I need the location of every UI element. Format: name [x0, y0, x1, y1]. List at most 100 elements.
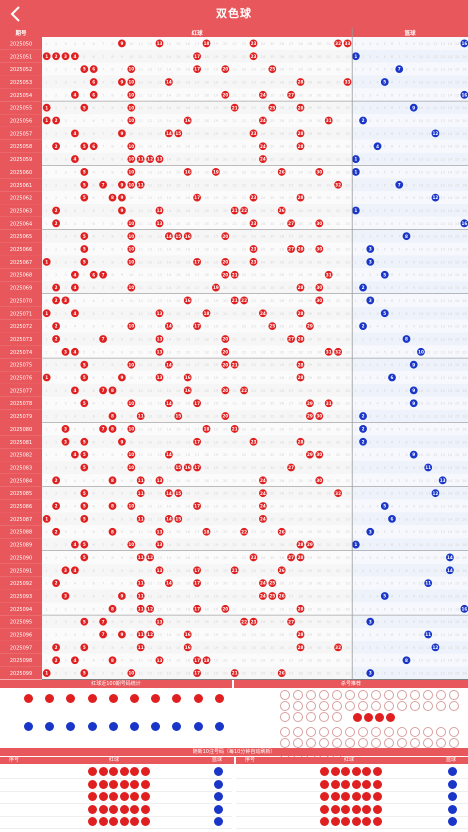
- red-miss-number: 11: [138, 106, 143, 110]
- red-miss-number: 24: [261, 620, 266, 624]
- red-miss-number: 28: [298, 170, 303, 174]
- red-miss-number: 24: [261, 222, 266, 226]
- red-ball-number: 6: [92, 144, 95, 149]
- issue-cell: [0, 229, 42, 243]
- red-miss-number: 3: [64, 106, 66, 110]
- blue-miss-number: 3: [369, 415, 371, 419]
- red-ball-number: 9: [120, 80, 123, 85]
- blue-miss-number: 7: [398, 260, 400, 264]
- red-miss-number: 31: [326, 620, 331, 624]
- red-miss-number: 28: [298, 119, 303, 123]
- red-ball-number: 23: [251, 247, 257, 252]
- blue-miss-number: 14: [448, 672, 453, 676]
- red-ball-number: 14: [166, 516, 172, 521]
- red-miss-number: 25: [270, 312, 275, 316]
- red-miss-number: 1: [46, 209, 48, 213]
- blue-ball-number: 8: [405, 337, 408, 342]
- blue-miss-number: 4: [376, 93, 379, 97]
- issue-label: 2025069: [10, 286, 32, 292]
- blue-miss-number: 14: [448, 453, 453, 457]
- red-miss-number: 19: [214, 427, 219, 431]
- red-miss-number: 7: [102, 222, 104, 226]
- blue-miss-number: 1: [355, 427, 357, 431]
- red-miss-number: 28: [298, 453, 303, 457]
- red-ball-number: 3: [64, 439, 67, 444]
- red-miss-number: 14: [167, 222, 172, 226]
- red-miss-number: 1: [46, 453, 48, 457]
- red-miss-number: 30: [317, 389, 322, 393]
- red-miss-number: 21: [232, 145, 237, 149]
- red-miss-number: 22: [242, 68, 247, 72]
- blue-miss-number: 10: [419, 119, 424, 123]
- red-miss-number: 27: [289, 209, 294, 213]
- red-miss-number: 17: [195, 620, 200, 624]
- blue-miss-number: 8: [405, 183, 408, 187]
- red-miss-number: 3: [64, 248, 66, 252]
- red-ball: [71, 270, 79, 279]
- red-miss-number: 13: [157, 68, 162, 72]
- red-miss-number: 33: [345, 556, 350, 560]
- red-ball-number: 32: [335, 645, 341, 650]
- blue-miss-number: 3: [369, 209, 371, 213]
- red-miss-number: 22: [242, 363, 247, 367]
- red-miss-number: 16: [185, 543, 190, 547]
- red-miss-number: 22: [242, 55, 247, 59]
- red-miss-number: 25: [270, 607, 275, 611]
- red-miss-number: 14: [167, 415, 172, 419]
- blue-miss-number: 1: [355, 42, 357, 46]
- blue-miss-number: 5: [384, 607, 386, 611]
- recent-red-ball: [98, 817, 108, 826]
- red-miss-number: 18: [204, 582, 209, 586]
- prediction-ball: [449, 727, 459, 737]
- blue-miss-number: 2: [362, 209, 364, 213]
- red-miss-number: 3: [64, 209, 66, 213]
- blue-miss-number: 15: [455, 402, 460, 406]
- blue-miss-number: 10: [419, 607, 424, 611]
- red-miss-number: 18: [204, 466, 209, 470]
- red-ball-number: 32: [335, 182, 341, 187]
- red-miss-number: 7: [102, 196, 104, 200]
- red-miss-number: 21: [232, 337, 237, 341]
- blue-ball-number: 8: [405, 234, 408, 239]
- red-miss-number: 1: [46, 569, 48, 573]
- red-miss-number: 15: [176, 209, 181, 213]
- chevron-left-icon[interactable]: [6, 4, 26, 24]
- red-miss-number: 8: [111, 119, 114, 123]
- red-ball: [127, 245, 136, 253]
- recent-red-ball: [98, 779, 108, 789]
- red-miss-number: 14: [167, 183, 172, 187]
- blue-miss-number: 7: [398, 299, 400, 303]
- red-miss-number: 32: [336, 659, 341, 663]
- red-miss-number: 18: [204, 286, 209, 290]
- blue-miss-number: 11: [426, 93, 431, 97]
- blue-miss-number: 12: [433, 543, 438, 547]
- red-ball-number: 2: [55, 581, 58, 586]
- red-miss-number: 2: [55, 466, 57, 470]
- blue-ball-number: 14: [447, 568, 453, 573]
- red-ball: [315, 168, 324, 176]
- red-miss-number: 21: [232, 376, 237, 380]
- blue-miss-number: 8: [405, 299, 408, 303]
- red-miss-number: 18: [204, 132, 209, 136]
- red-ball: [212, 283, 220, 292]
- red-miss-number: 15: [176, 55, 181, 59]
- red-ball: [80, 142, 89, 151]
- blue-miss-number: 1: [355, 325, 357, 329]
- stats-ball: [151, 694, 161, 703]
- red-miss-number: 9: [121, 260, 124, 264]
- red-miss-number: 33: [345, 337, 350, 341]
- red-miss-number: 19: [214, 594, 219, 598]
- issue-label: 2025074: [10, 350, 32, 356]
- red-row-bg: [42, 229, 353, 243]
- blue-ball-number: 6: [391, 375, 394, 380]
- blue-ball-number: 12: [433, 645, 439, 650]
- red-miss-number: 16: [185, 145, 190, 149]
- red-miss-number: 19: [214, 517, 219, 521]
- red-miss-number: 26: [279, 376, 284, 380]
- blue-miss-number: 9: [413, 170, 416, 174]
- red-ball: [71, 90, 79, 99]
- blue-miss-number: 12: [433, 299, 438, 303]
- blue-miss-number: 7: [398, 363, 400, 367]
- red-miss-number: 14: [167, 260, 172, 264]
- blue-miss-number: 3: [369, 492, 371, 496]
